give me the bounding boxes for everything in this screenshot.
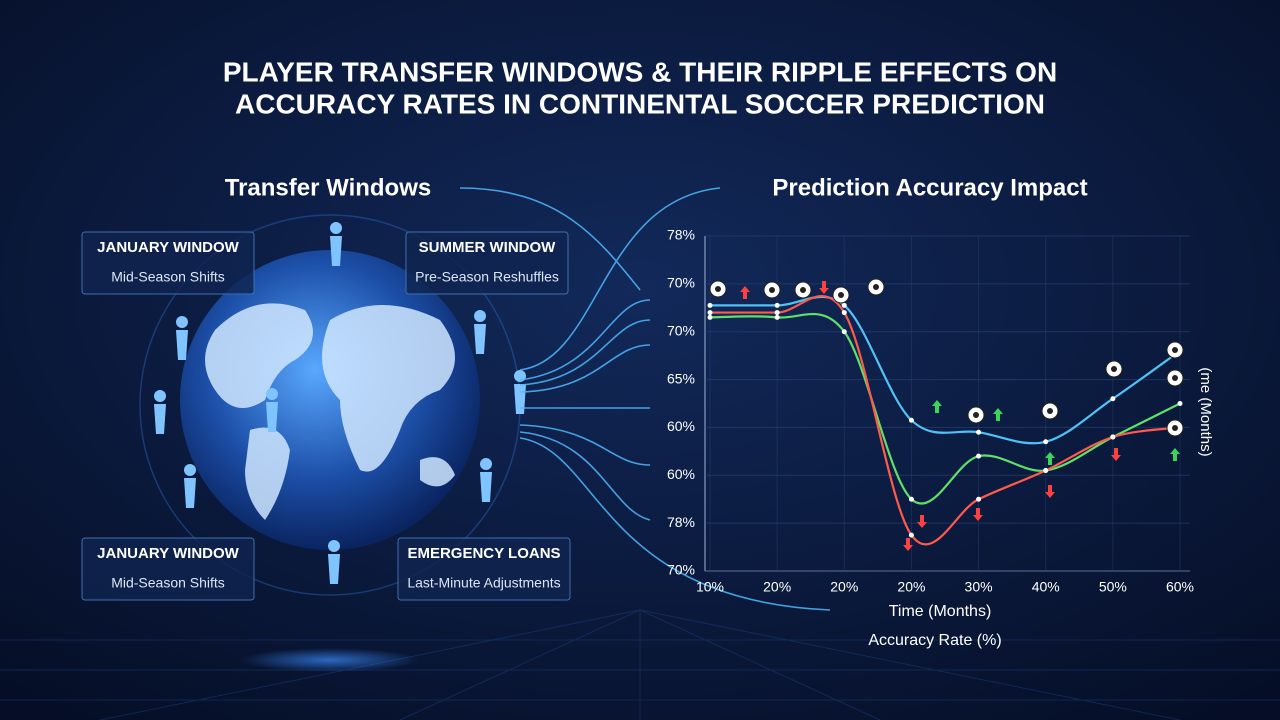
box-title: JANUARY WINDOW xyxy=(97,545,240,562)
point-dot xyxy=(841,302,847,308)
box-title: JANUARY WINDOW xyxy=(97,239,240,256)
point-dot xyxy=(908,532,914,538)
point-dot xyxy=(1043,468,1049,473)
point-dot xyxy=(774,302,780,308)
series-line xyxy=(710,295,1181,445)
ball-patch xyxy=(715,286,721,292)
point-dot xyxy=(1110,434,1116,440)
y-tick-label: 78% xyxy=(667,514,695,530)
caption: Accuracy Rate (%) xyxy=(868,632,1001,649)
series-line xyxy=(709,312,1181,505)
point-dot xyxy=(908,496,914,502)
ball-patch xyxy=(769,287,775,293)
y-tick-label: 60% xyxy=(667,466,695,482)
trend-arrow xyxy=(1111,448,1121,461)
y-tick-label: 70% xyxy=(667,322,695,338)
x-tick-label: 20% xyxy=(763,579,791,595)
y-tick-label: 65% xyxy=(667,370,695,386)
trend-arrow xyxy=(973,508,983,521)
trend-arrow xyxy=(932,400,942,413)
chart: 70% 78% 60% 60% 65% 70% 70% 78% 10% 20% 20% 20% 30% 4… xyxy=(667,227,1214,650)
x-tick-label: 30% xyxy=(965,579,993,595)
x-tick-label: 60% xyxy=(1166,579,1194,595)
trend-arrow xyxy=(917,515,927,528)
title: PLAYER TRANSFER WINDOWS & THEIR RIPPLE E… xyxy=(223,56,1057,87)
ball-patch xyxy=(1111,366,1117,372)
box-subtitle: Mid-Season Shifts xyxy=(111,269,225,285)
trend-arrow xyxy=(740,286,750,299)
ball-patch xyxy=(838,292,844,298)
box-subtitle: Last-Minute Adjustments xyxy=(407,575,560,591)
y-tick-label: 70% xyxy=(667,275,695,291)
point-dot xyxy=(774,314,780,320)
info-box xyxy=(81,231,255,295)
ball-patch xyxy=(1047,408,1053,414)
box-title: SUMMER WINDOW xyxy=(419,239,556,256)
x-axis-label: Time (Months) xyxy=(889,603,992,620)
point-dot xyxy=(707,314,713,320)
ball-patch xyxy=(800,287,806,293)
point-dot xyxy=(841,310,847,316)
box-subtitle: Pre-Season Reshuffles xyxy=(415,269,559,285)
ball-patch xyxy=(1172,375,1178,381)
trend-arrow xyxy=(903,538,913,551)
ball-patch xyxy=(873,284,879,290)
trend-arrow xyxy=(1045,452,1055,465)
info-box xyxy=(81,537,255,601)
section-heading: Transfer Windows xyxy=(225,174,431,201)
point-dot xyxy=(774,310,780,316)
y-tick-label: 60% xyxy=(667,418,695,434)
x-tick-label: 20% xyxy=(830,579,858,595)
x-tick-label: 50% xyxy=(1099,579,1127,595)
point-dot xyxy=(841,329,847,335)
point-dot xyxy=(908,417,914,423)
glow xyxy=(240,648,420,672)
point-dot xyxy=(1177,401,1183,406)
x-tick-label: 10% xyxy=(696,579,724,595)
info-box xyxy=(397,537,571,601)
point-dot xyxy=(976,496,982,502)
box-title: EMERGENCY LOANS xyxy=(407,545,560,562)
series-line xyxy=(710,295,1181,546)
trend-arrow xyxy=(1045,485,1055,498)
ball-patch xyxy=(973,412,979,418)
ball-patch xyxy=(1172,347,1178,353)
point-dot xyxy=(976,453,982,459)
x-tick-label: 20% xyxy=(897,579,925,595)
trend-arrow xyxy=(1170,448,1180,461)
point-dot xyxy=(707,310,713,316)
box-subtitle: Mid-Season Shifts xyxy=(111,575,225,591)
point-dot xyxy=(707,302,713,308)
x-tick-label: 40% xyxy=(1032,579,1060,595)
y-axis-label: (me (Months) xyxy=(1197,367,1214,456)
info-box xyxy=(405,231,569,295)
chart-title: Prediction Accuracy Impact xyxy=(772,174,1087,201)
point-dot xyxy=(1110,396,1116,402)
globe xyxy=(139,214,521,596)
flow-lines xyxy=(459,187,831,611)
title: ACCURACY RATES IN CONTINENTAL SOCCER PRE… xyxy=(235,88,1045,119)
point-dot xyxy=(1043,439,1049,445)
trend-arrow xyxy=(819,281,829,294)
floor-grid xyxy=(0,609,1280,720)
trend-arrow xyxy=(993,408,1003,421)
y-tick-label: 78% xyxy=(667,227,695,243)
ball-patch xyxy=(1172,425,1178,431)
y-tick-label: 70% xyxy=(667,562,695,578)
point-dot xyxy=(976,429,982,435)
